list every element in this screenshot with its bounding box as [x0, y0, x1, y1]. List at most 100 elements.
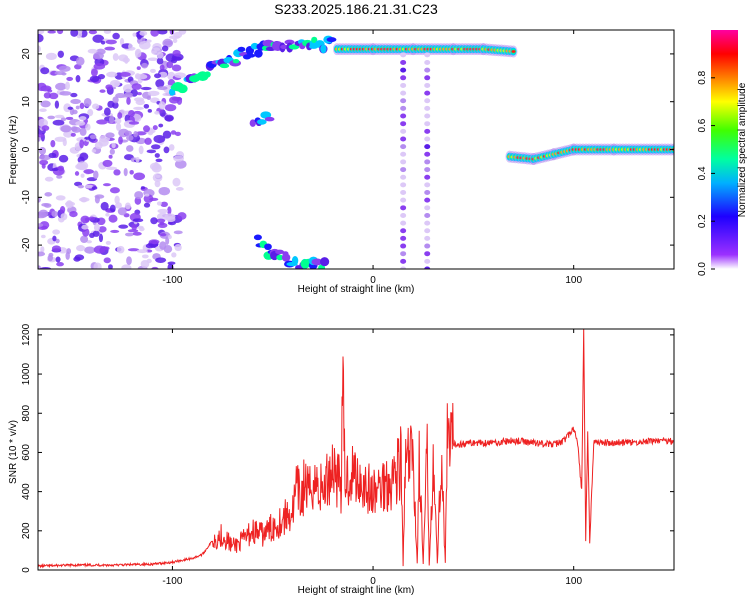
heatmap-cell [170, 130, 177, 135]
heatmap-cell [155, 174, 161, 178]
heatmap-cell [103, 107, 111, 116]
heatmap-cell [150, 68, 156, 73]
heatmap-cell [118, 136, 123, 145]
heatmap-cell [148, 239, 160, 245]
heatmap-cell [291, 255, 299, 266]
heatmap-cell [136, 66, 141, 70]
heatmap-cell [166, 216, 176, 223]
heatmap-cell [71, 126, 81, 133]
heatmap-cell [126, 97, 131, 105]
x-tick-label: 0 [370, 275, 376, 286]
heatmap-cell [38, 45, 41, 53]
heatmap-cell [92, 230, 100, 237]
heatmap-cell [38, 209, 49, 218]
heatmap-cell [100, 201, 109, 211]
heatmap-cell [50, 139, 56, 148]
heatmap-cell [126, 256, 132, 266]
heatmap-cell [151, 144, 161, 150]
heatmap-cell [164, 104, 177, 112]
heatmap-cell [136, 249, 148, 254]
heatmap-cell [119, 72, 131, 77]
heatmap-cell [156, 201, 162, 206]
heatmap-cell [254, 49, 263, 58]
y-tick-label: 200 [21, 522, 32, 539]
heatmap-cell [400, 151, 407, 157]
heatmap-cell [55, 238, 60, 244]
heatmap-cell [400, 52, 407, 58]
heatmap-cell [320, 257, 330, 267]
heatmap-cell [159, 233, 167, 237]
heatmap-cell [93, 170, 99, 180]
heatmap-cell [176, 96, 183, 105]
heatmap-cell [38, 223, 44, 228]
heatmap-cell [45, 52, 57, 61]
heatmap-cell [147, 109, 152, 113]
heatmap-cell [141, 254, 149, 259]
heatmap-cell [154, 180, 161, 188]
heatmap-cell [88, 30, 98, 35]
heatmap-cell [140, 86, 152, 91]
heatmap-cell [66, 248, 72, 255]
heatmap-cell [138, 145, 144, 155]
heatmap-cell [133, 131, 138, 138]
heatmap-cell [44, 176, 54, 182]
heatmap-cell [168, 35, 181, 40]
heatmap-cell [173, 230, 183, 235]
heatmap-cell [105, 132, 115, 139]
heatmap-cell [111, 142, 116, 149]
heatmap-cell [424, 190, 431, 196]
heatmap-cell [138, 226, 145, 232]
heatmap-cell [98, 233, 104, 243]
heatmap-cell [174, 131, 182, 137]
heatmap-cell [146, 95, 152, 101]
heatmap-cell [38, 133, 44, 138]
heatmap-cell [424, 128, 431, 134]
heatmap-cell [156, 57, 164, 65]
heatmap-cell [124, 130, 132, 136]
snr-ylabel: SNR (10 * v/v) [8, 420, 19, 484]
heatmap-cell [87, 108, 94, 117]
heatmap-cell [161, 45, 169, 52]
heatmap-cell [424, 266, 431, 269]
heatmap-cell [400, 90, 407, 96]
heatmap-cell [138, 40, 151, 50]
heatmap-cell [79, 127, 87, 136]
heatmap-cell [112, 53, 119, 61]
heatmap-cell [78, 197, 90, 202]
heatmap-cell [114, 195, 120, 204]
heatmap-cell [40, 234, 46, 239]
y-tick-label: 0 [21, 567, 32, 573]
heatmap-cell [89, 134, 97, 140]
heatmap-cell [311, 258, 323, 266]
heatmap-cell [167, 206, 172, 215]
heatmap-cell [400, 159, 407, 165]
heatmap-cell [143, 103, 150, 109]
heatmap-cell [400, 205, 407, 211]
heatmap-cell [38, 196, 41, 203]
heatmap-cell [38, 30, 45, 35]
heatmap-cell [109, 204, 116, 213]
heatmap-cell [104, 46, 116, 51]
heatmap-cell [83, 169, 94, 174]
heatmap-cell [116, 245, 125, 254]
heatmap-cell [400, 128, 407, 134]
heatmap-cell [424, 144, 431, 150]
heatmap-cell [38, 33, 44, 43]
heatmap-cell [163, 40, 173, 46]
heatmap-cell [256, 119, 267, 125]
heatmap-cell [157, 30, 168, 35]
heatmap-cell [132, 218, 144, 223]
heatmap-cell [69, 210, 78, 218]
heatmap-cell [39, 108, 47, 112]
colorbar-tick-label: 0.8 [697, 70, 708, 84]
heatmap-cell [113, 169, 121, 176]
y-tick-label: 400 [21, 483, 32, 500]
heatmap-cell [140, 186, 146, 190]
heatmap-cell [145, 243, 155, 249]
heatmap-cell [311, 36, 318, 44]
heatmap-cell [55, 256, 61, 263]
heatmap-cell [128, 109, 135, 117]
heatmap-cell [94, 141, 103, 150]
heatmap-cell [47, 89, 53, 93]
heatmap-cell [400, 67, 407, 73]
